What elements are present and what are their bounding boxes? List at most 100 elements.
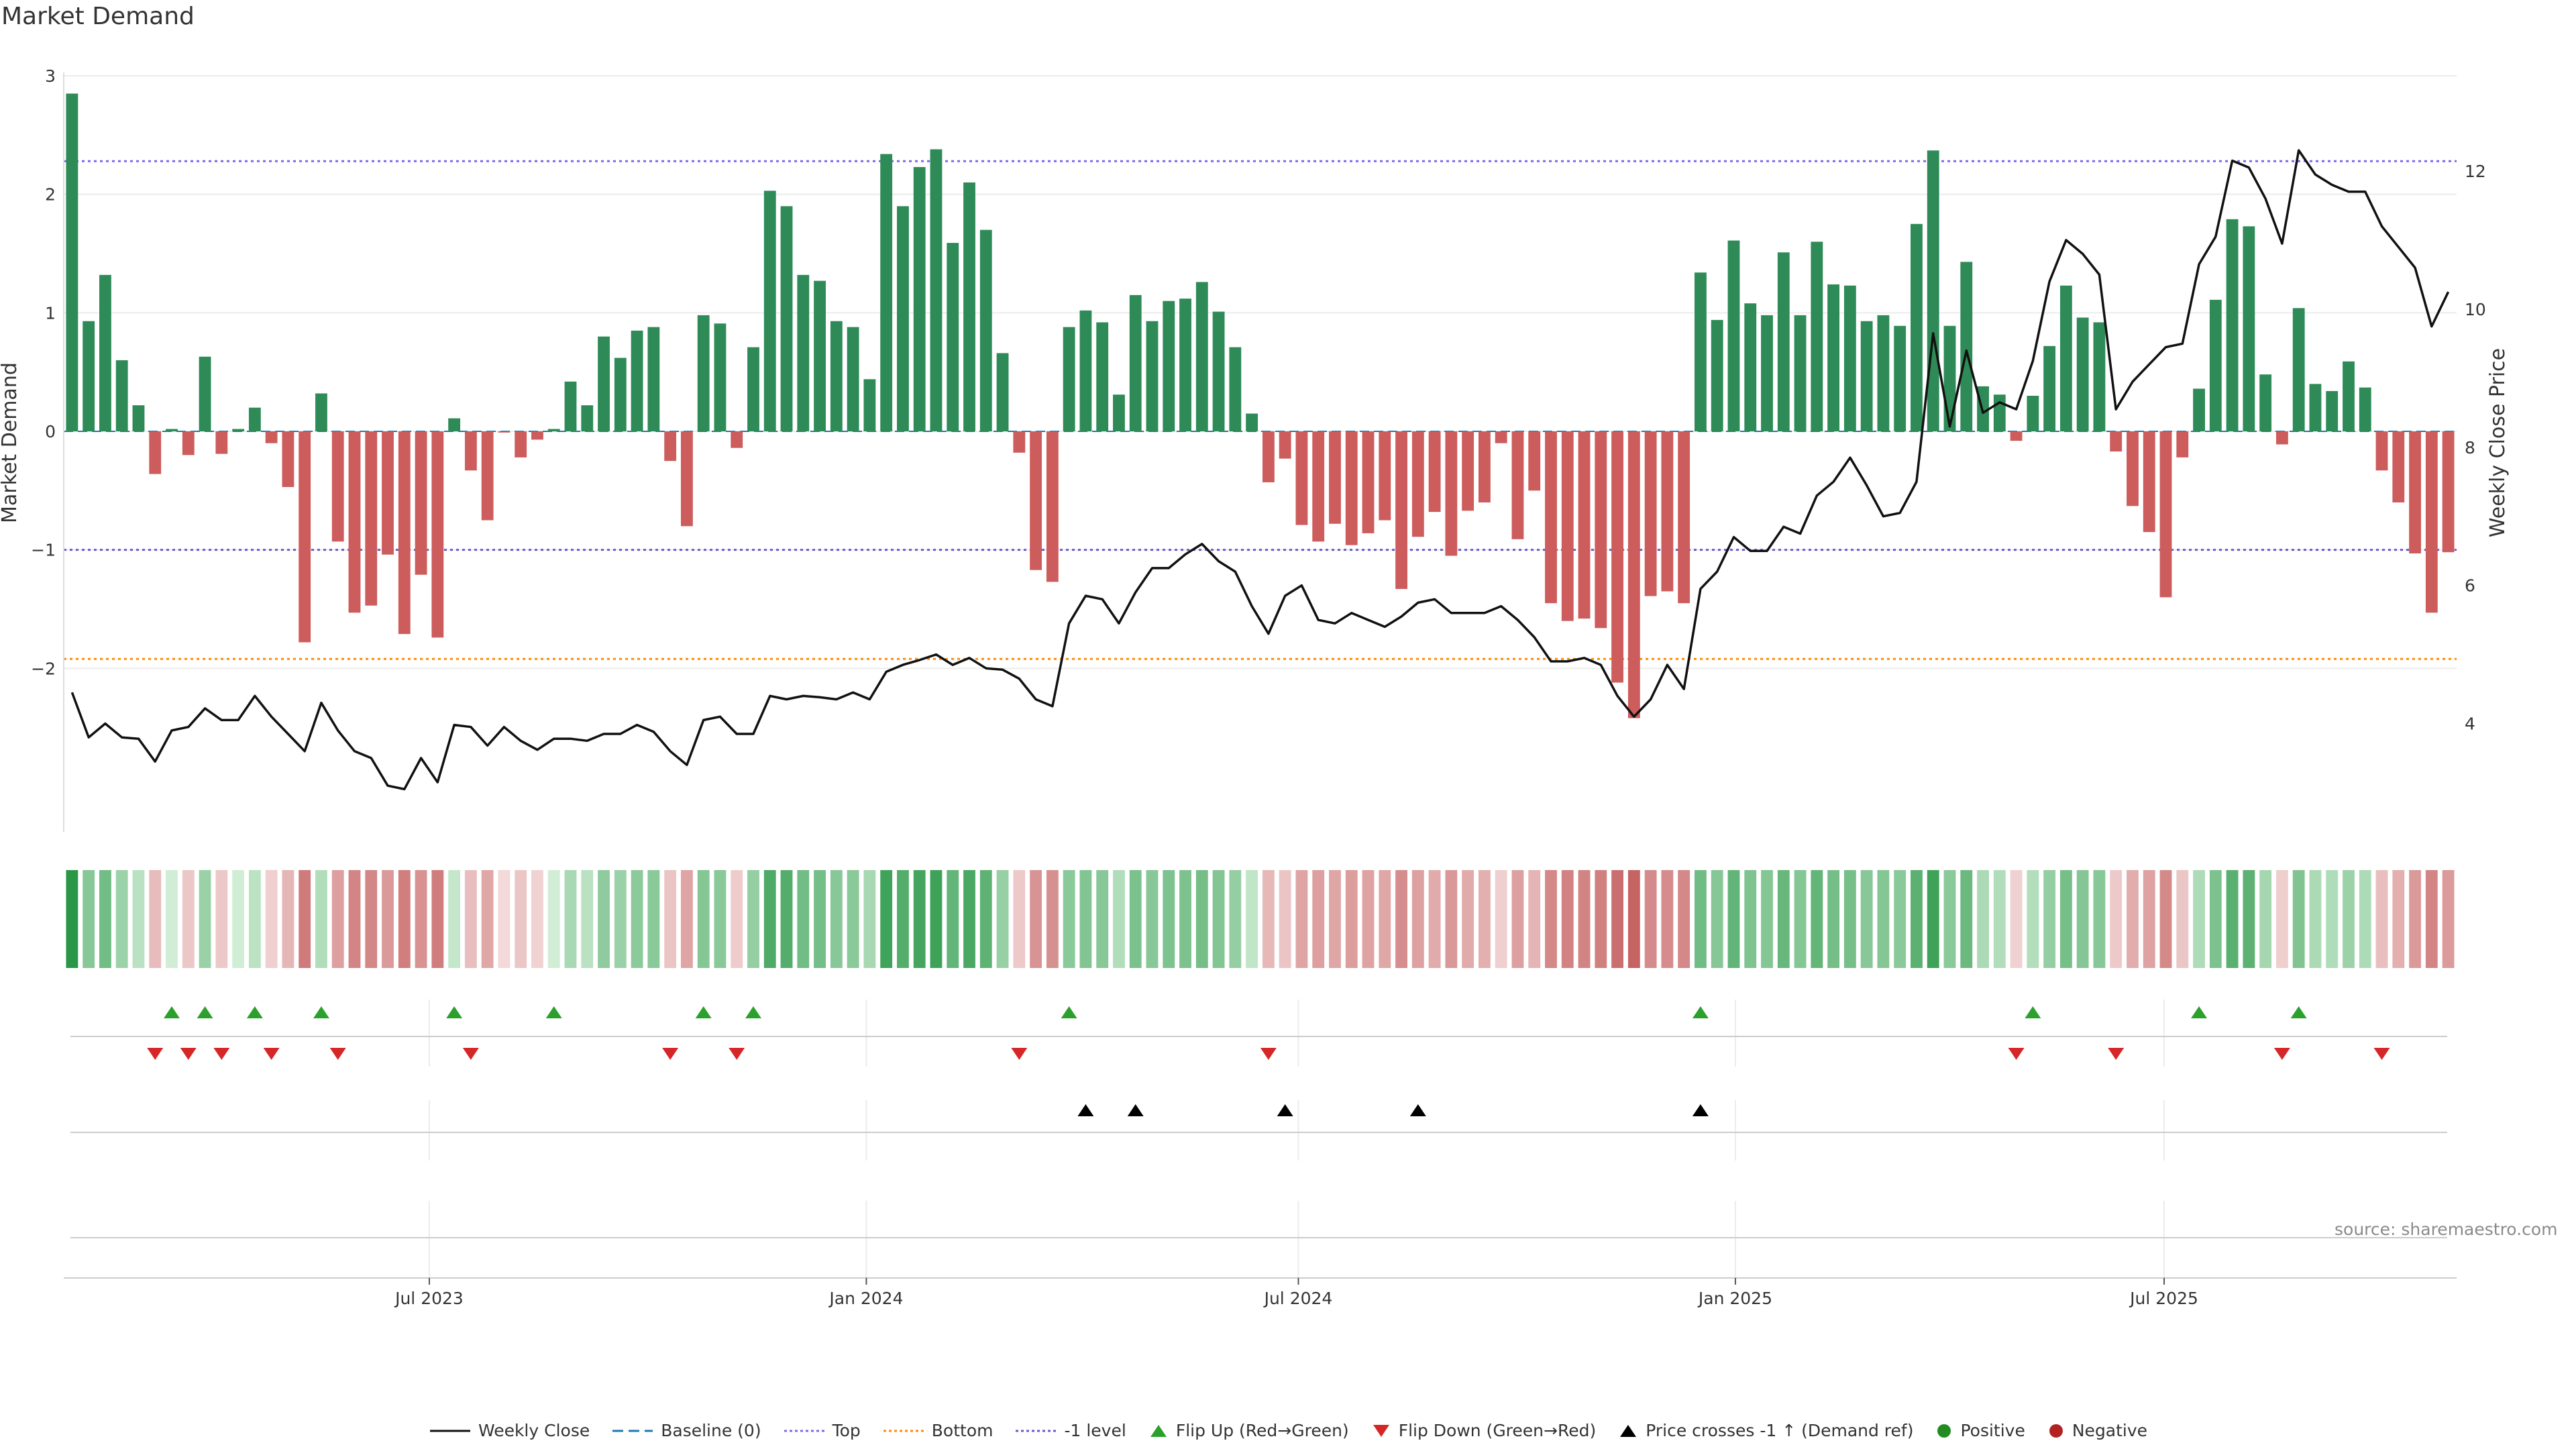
y2-tick-label: 8 — [2465, 438, 2475, 458]
heat-cell — [1395, 870, 1407, 968]
price-cross-marker — [1409, 1104, 1426, 1116]
weekly-close-series — [70, 149, 2450, 791]
heat-cell — [847, 870, 859, 968]
heat-cell — [880, 870, 893, 968]
flip-signal-panel — [70, 1000, 2447, 1067]
heat-cell — [1379, 870, 1391, 968]
legend-weekly-close: Weekly Close — [429, 1421, 590, 1440]
reference-lines — [64, 160, 2457, 660]
heat-cell — [1146, 870, 1159, 968]
heat-cell — [1877, 870, 1890, 968]
demand-bar — [1644, 431, 1657, 596]
demand-bar — [1495, 431, 1507, 443]
demand-bar — [1445, 431, 1458, 556]
heat-cell — [282, 870, 294, 968]
heat-cell — [2010, 870, 2023, 968]
flip-up-marker — [745, 1006, 761, 1018]
demand-bar — [2359, 387, 2371, 431]
heat-cell — [1096, 870, 1109, 968]
demand-bar — [2243, 226, 2255, 431]
demand-bar — [2110, 431, 2123, 452]
heat-cell — [2375, 870, 2388, 968]
demand-bar — [598, 336, 610, 431]
y2-tick-label: 12 — [2465, 162, 2486, 181]
heat-cell — [1927, 870, 1939, 968]
flip-up-marker — [1692, 1006, 1709, 1018]
flip-down-marker — [180, 1048, 197, 1060]
demand-bar — [680, 431, 693, 527]
legend-label: Top — [832, 1421, 861, 1440]
price-cross-marker — [1127, 1104, 1144, 1116]
heat-cell — [66, 870, 78, 968]
demand-bar — [979, 229, 992, 431]
heat-cell — [2425, 870, 2438, 968]
heat-cell — [1960, 870, 1973, 968]
demand-bar — [1212, 311, 1225, 431]
demand-bar — [66, 93, 78, 431]
line-solid-black-icon — [429, 1430, 470, 1432]
line-dotted-slate-icon — [1016, 1430, 1057, 1432]
page-title: Market Demand — [1, 3, 195, 30]
x-tick-label: Jul 2025 — [2129, 1289, 2198, 1308]
demand-bar — [1545, 431, 1557, 604]
flip-down-marker — [1011, 1048, 1028, 1060]
flip-down-marker — [2108, 1048, 2125, 1060]
legend-positive: Positive — [1935, 1421, 2025, 1440]
y2-tick-label: 4 — [2465, 714, 2475, 734]
weekly-close-line — [70, 149, 2450, 791]
heat-cell — [547, 870, 560, 968]
heat-cell — [780, 870, 793, 968]
heat-cell — [182, 870, 195, 968]
demand-bar — [1561, 431, 1574, 621]
heat-cell — [248, 870, 261, 968]
heat-cell — [2076, 870, 2089, 968]
demand-bar — [947, 243, 959, 431]
legend-label: Weekly Close — [478, 1421, 590, 1440]
flip-up-marker — [695, 1006, 712, 1018]
demand-bar — [415, 431, 427, 575]
flip-up-marker — [545, 1006, 562, 1018]
legend-label: Bottom — [931, 1421, 994, 1440]
flip-down-marker — [729, 1048, 745, 1060]
demand-bar — [498, 431, 511, 433]
y-tick-label: 2 — [45, 185, 56, 205]
heat-cell — [431, 870, 444, 968]
demand-bar — [1113, 394, 1125, 431]
demand-bar — [1860, 321, 1873, 431]
heat-cell — [1411, 870, 1424, 968]
demand-bar — [99, 274, 111, 431]
legend-price-cross: Price crosses -1 ↑ (Demand ref) — [1617, 1421, 1913, 1440]
heat-cell — [963, 870, 975, 968]
demand-bar — [1295, 431, 1308, 525]
demand-bar — [1262, 431, 1275, 482]
heat-cell — [1195, 870, 1208, 968]
flip-down-marker — [329, 1048, 346, 1060]
legend-label: Flip Up (Red→Green) — [1175, 1421, 1349, 1440]
y2-tick-label: 10 — [2465, 300, 2486, 319]
heat-cell — [1179, 870, 1191, 968]
demand-bar — [2027, 396, 2039, 431]
heat-cell — [1362, 870, 1375, 968]
demand-bar — [1229, 347, 1242, 431]
demand-bar — [797, 274, 810, 431]
heat-cell — [2043, 870, 2056, 968]
legend-minus-one-level: -1 level — [1014, 1421, 1126, 1440]
demand-bar — [232, 429, 245, 431]
heat-cell — [2093, 870, 2106, 968]
heat-cell — [2409, 870, 2421, 968]
heat-cell — [1511, 870, 1524, 968]
demand-bar — [1146, 321, 1159, 431]
heat-cell — [614, 870, 627, 968]
demand-bar — [2209, 299, 2222, 431]
heat-cell — [1545, 870, 1557, 968]
demand-bar — [1096, 322, 1109, 431]
legend-negative: Negative — [2047, 1421, 2147, 1440]
triangle-up-black-icon — [1620, 1424, 1637, 1437]
heat-cell — [1761, 870, 1773, 968]
demand-bar — [431, 431, 444, 638]
heat-cell — [2243, 870, 2255, 968]
flip-down-marker — [1260, 1048, 1277, 1060]
legend-bottom: Bottom — [882, 1421, 994, 1440]
demand-bar — [847, 327, 859, 431]
demand-bar — [1195, 282, 1208, 431]
